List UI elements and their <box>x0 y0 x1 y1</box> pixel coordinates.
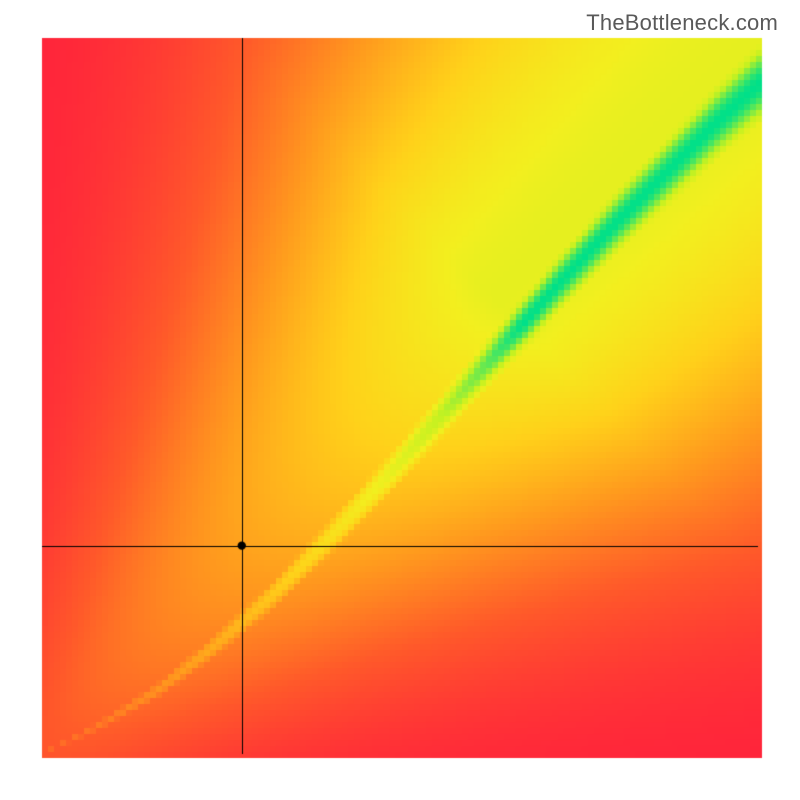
watermark-text: TheBottleneck.com <box>586 10 778 36</box>
chart-container: TheBottleneck.com <box>0 0 800 800</box>
bottleneck-heatmap-canvas <box>0 0 800 800</box>
